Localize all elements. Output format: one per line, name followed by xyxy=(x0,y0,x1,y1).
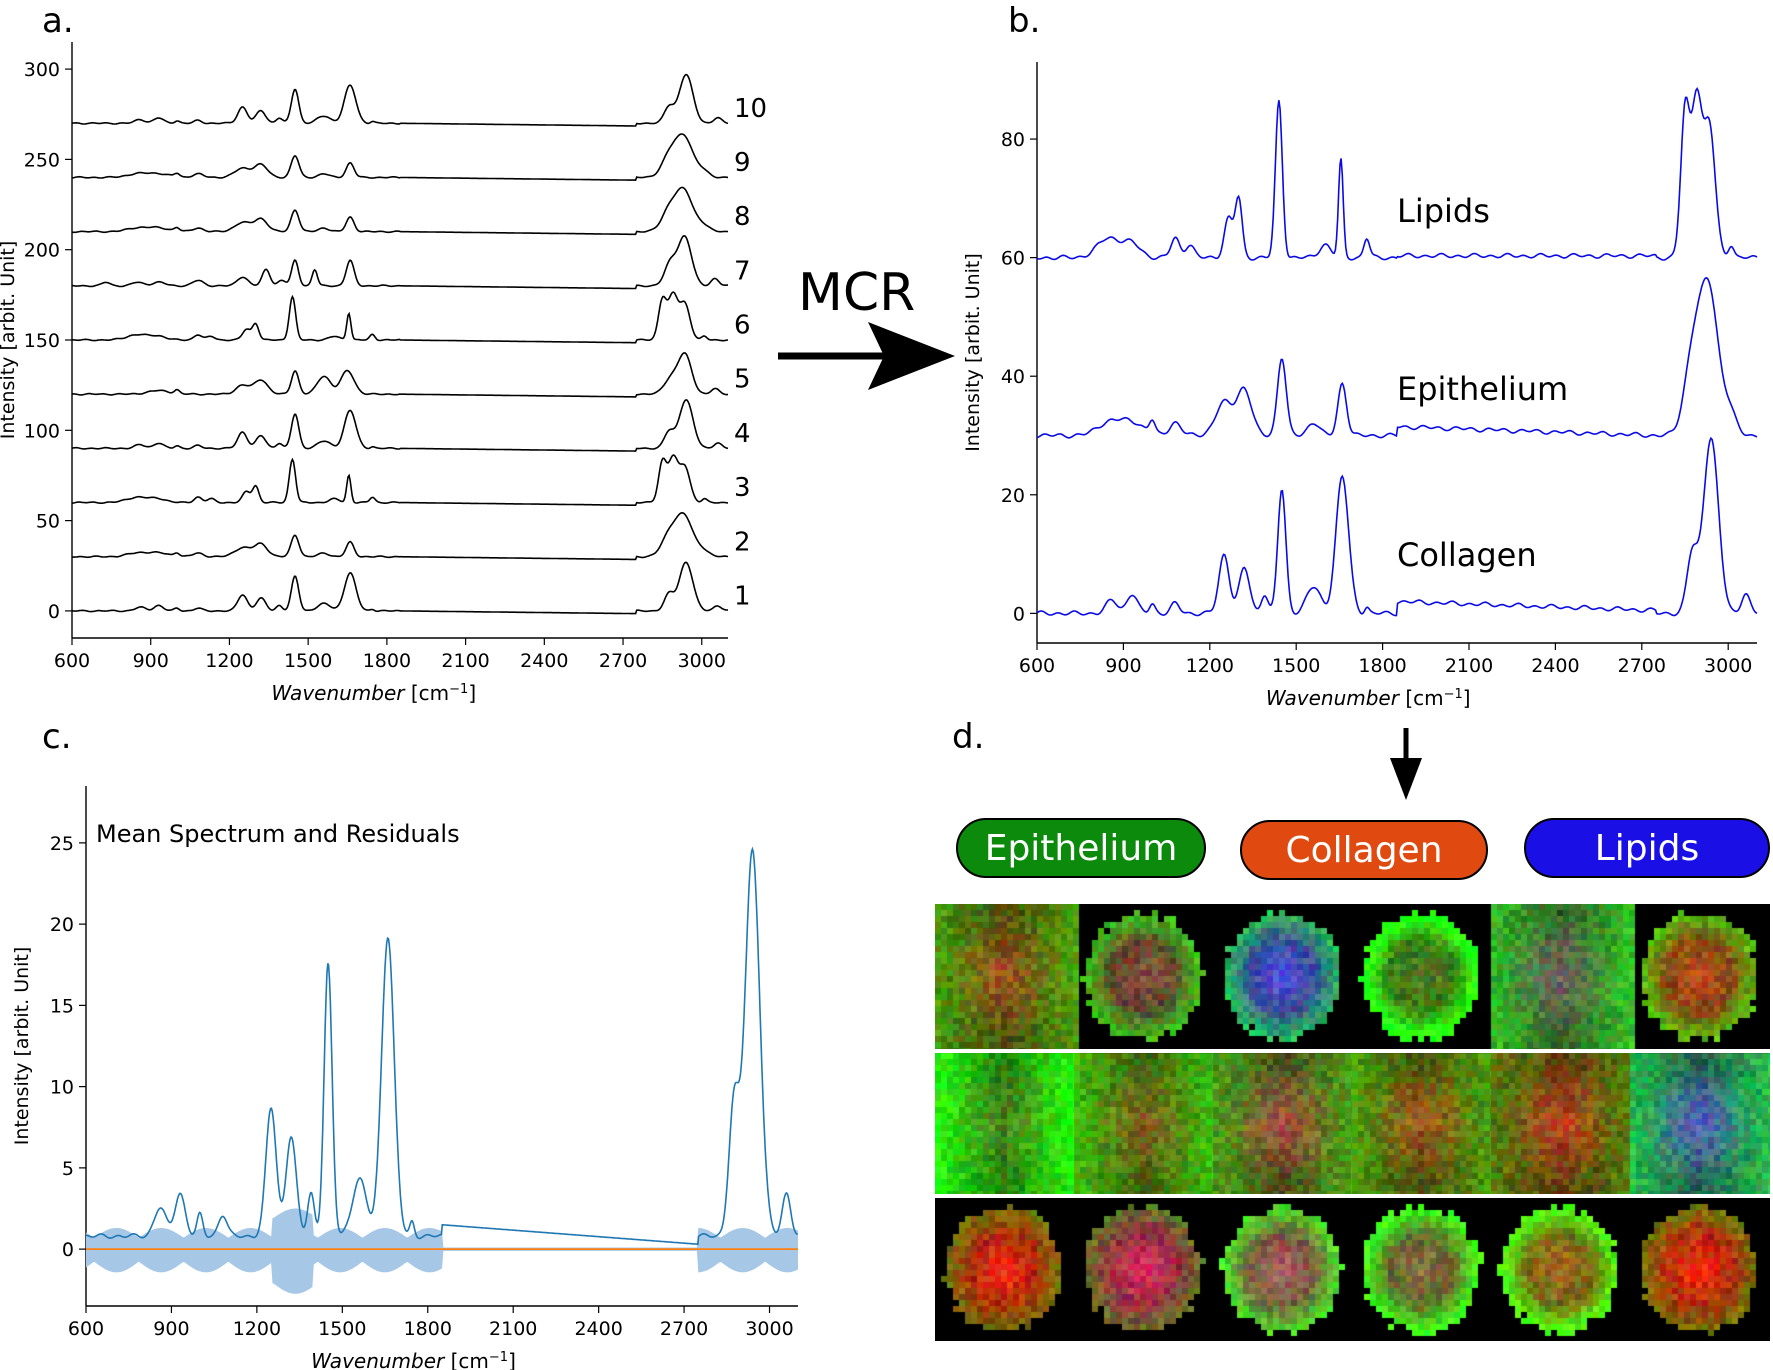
tissue-image-mosaic xyxy=(935,904,1770,1341)
chart-b-y-axis-label: Intensity [arbit. Unit] xyxy=(962,253,984,452)
chart-c-x-tick-label: 2700 xyxy=(660,1318,708,1340)
chart-a-x-tick-label: 1200 xyxy=(205,650,253,672)
chart-b-x-tick-label: 3000 xyxy=(1704,655,1752,677)
mosaic-canvas xyxy=(935,904,1770,1341)
chart-a-series-7 xyxy=(71,234,728,290)
chart-c-y-tick-label: 15 xyxy=(50,995,74,1017)
panel-label-d: d. xyxy=(952,717,984,757)
chart-a-series-label-10: 10 xyxy=(734,94,767,124)
chart-c-x-tick-label: 1800 xyxy=(404,1318,452,1340)
chart-c-residuals-band xyxy=(86,1208,798,1294)
chart-a-x-tick-label: 2400 xyxy=(520,650,568,672)
chart-b-x-tick-label: 1500 xyxy=(1272,655,1320,677)
chart-b-series-epithelium xyxy=(1036,276,1758,439)
chart-b-y-tick-label: 20 xyxy=(1001,485,1025,507)
chart-a-x-tick-label: 600 xyxy=(54,650,90,672)
chart-a-series-4 xyxy=(71,399,729,452)
chart-a-y-tick-label: 100 xyxy=(24,420,60,442)
chart-a-series-10 xyxy=(71,73,729,127)
chart-b-x-tick-label: 600 xyxy=(1019,655,1055,677)
chart-a-x-tick-label: 2700 xyxy=(599,650,647,672)
chart-c-title: Mean Spectrum and Residuals xyxy=(96,820,460,848)
chart-a-y-tick-label: 200 xyxy=(24,240,60,262)
chart-c-mean-spectrum-line xyxy=(85,846,798,1246)
chart-a-x-tick-label: 1500 xyxy=(284,650,332,672)
mcr-arrow xyxy=(778,322,955,390)
row-separator-1 xyxy=(935,1049,1770,1053)
chart-a-series-9 xyxy=(71,133,729,182)
chart-b-x-tick-label: 2400 xyxy=(1531,655,1579,677)
chart-b-series-collagen xyxy=(1036,436,1758,617)
chart-c-y-axis-label: Intensity [arbit. Unit] xyxy=(11,947,33,1146)
chart-a-series-5 xyxy=(72,352,728,398)
chart-b-x-tick-label: 900 xyxy=(1105,655,1141,677)
chart-a-x-tick-label: 900 xyxy=(133,650,169,672)
chart-a-y-tick-label: 0 xyxy=(48,601,60,623)
chart-a-series-label-6: 6 xyxy=(734,311,751,341)
chart-a-series-label-8: 8 xyxy=(734,202,751,232)
chart-a-series-label-3: 3 xyxy=(734,473,751,503)
row-separator-2 xyxy=(935,1194,1770,1198)
panel-label-a: a. xyxy=(42,1,74,41)
chart-c-x-tick-label: 1200 xyxy=(233,1318,281,1340)
chart-a-x-tick-label: 3000 xyxy=(678,650,726,672)
chart-b-x-tick-label: 2700 xyxy=(1618,655,1666,677)
chart-b-y-tick-label: 40 xyxy=(1001,366,1025,388)
chart-a-y-tick-label: 150 xyxy=(24,330,60,352)
chart-c-y-tick-label: 5 xyxy=(62,1158,74,1180)
mcr-label: MCR xyxy=(798,263,915,323)
chart-a-series-2 xyxy=(71,511,729,561)
chart-a-series-label-4: 4 xyxy=(734,419,751,449)
chart-b-y-tick-label: 80 xyxy=(1001,129,1025,151)
chart-c-x-tick-label: 3000 xyxy=(745,1318,793,1340)
chart-a-y-tick-label: 300 xyxy=(24,59,60,81)
chart-c-mean-spectrum-residuals: 600 900 1200 1500 1800 2100 2400 2700 3000 0 5 10 15… xyxy=(11,786,798,1370)
chart-b-series-lipids xyxy=(1036,87,1758,261)
legend-pill-epithelium: Epithelium xyxy=(956,818,1206,878)
chart-c-y-tick-label: 20 xyxy=(50,914,74,936)
chart-b-y-tick-label: 60 xyxy=(1001,248,1025,270)
chart-c-x-axis-label: Wavenumber [cm−1] xyxy=(311,1349,516,1370)
chart-c-x-tick-label: 900 xyxy=(153,1318,189,1340)
chart-a-y-tick-label: 50 xyxy=(36,511,60,533)
chart-b-series-label-collagen: Collagen xyxy=(1397,536,1537,574)
chart-c-y-tick-label: 25 xyxy=(50,833,74,855)
chart-c-x-tick-label: 2400 xyxy=(574,1318,622,1340)
down-arrow xyxy=(1390,728,1422,800)
chart-c-x-tick-label: 600 xyxy=(68,1318,104,1340)
chart-b-x-axis-label: Wavenumber [cm−1] xyxy=(1266,686,1471,710)
chart-b-x-tick-label: 2100 xyxy=(1445,655,1493,677)
chart-a-series-label-9: 9 xyxy=(734,148,751,178)
chart-c-y-tick-label: 0 xyxy=(62,1239,74,1261)
chart-a-series-label-5: 5 xyxy=(734,365,751,395)
chart-b-y-tick-label: 0 xyxy=(1013,603,1025,625)
chart-c-x-tick-label: 2100 xyxy=(489,1318,537,1340)
chart-a-series-3 xyxy=(71,454,729,506)
chart-a-x-tick-label: 1800 xyxy=(363,650,411,672)
panel-label-b: b. xyxy=(1008,1,1040,41)
chart-b-x-tick-label: 1200 xyxy=(1186,655,1234,677)
chart-a-y-tick-label: 250 xyxy=(24,149,60,171)
chart-a-series-label-1: 1 xyxy=(734,581,751,611)
panel-label-c: c. xyxy=(42,717,72,757)
chart-c-y-tick-label: 10 xyxy=(50,1077,74,1099)
chart-b-mcr-components: 600 900 1200 1500 1800 2100 2400 2700 3000 0 20 40 6… xyxy=(962,62,1758,710)
chart-c-x-tick-label: 1500 xyxy=(318,1318,366,1340)
chart-a-series-8 xyxy=(71,186,729,236)
chart-a-series-6 xyxy=(72,291,729,344)
chart-a-series-label-2: 2 xyxy=(734,527,751,557)
chart-a-series-1 xyxy=(71,561,729,615)
legend-pill-collagen: Collagen xyxy=(1240,820,1488,880)
chart-a-series-label-7: 7 xyxy=(734,256,751,286)
chart-a-x-tick-label: 2100 xyxy=(441,650,489,672)
chart-b-series-label-epithelium: Epithelium xyxy=(1397,370,1568,408)
chart-b-series-label-lipids: Lipids xyxy=(1397,192,1490,230)
chart-a-x-axis-label: Wavenumber [cm−1] xyxy=(271,681,476,705)
chart-b-x-tick-label: 1800 xyxy=(1358,655,1406,677)
legend-pill-lipids: Lipids xyxy=(1524,818,1770,878)
chart-a-y-axis-label: Intensity [arbit. Unit] xyxy=(0,241,19,440)
chart-a-stacked-spectra: 600 900 1200 1500 1800 2100 2400 2700 3000050100… xyxy=(0,42,767,705)
